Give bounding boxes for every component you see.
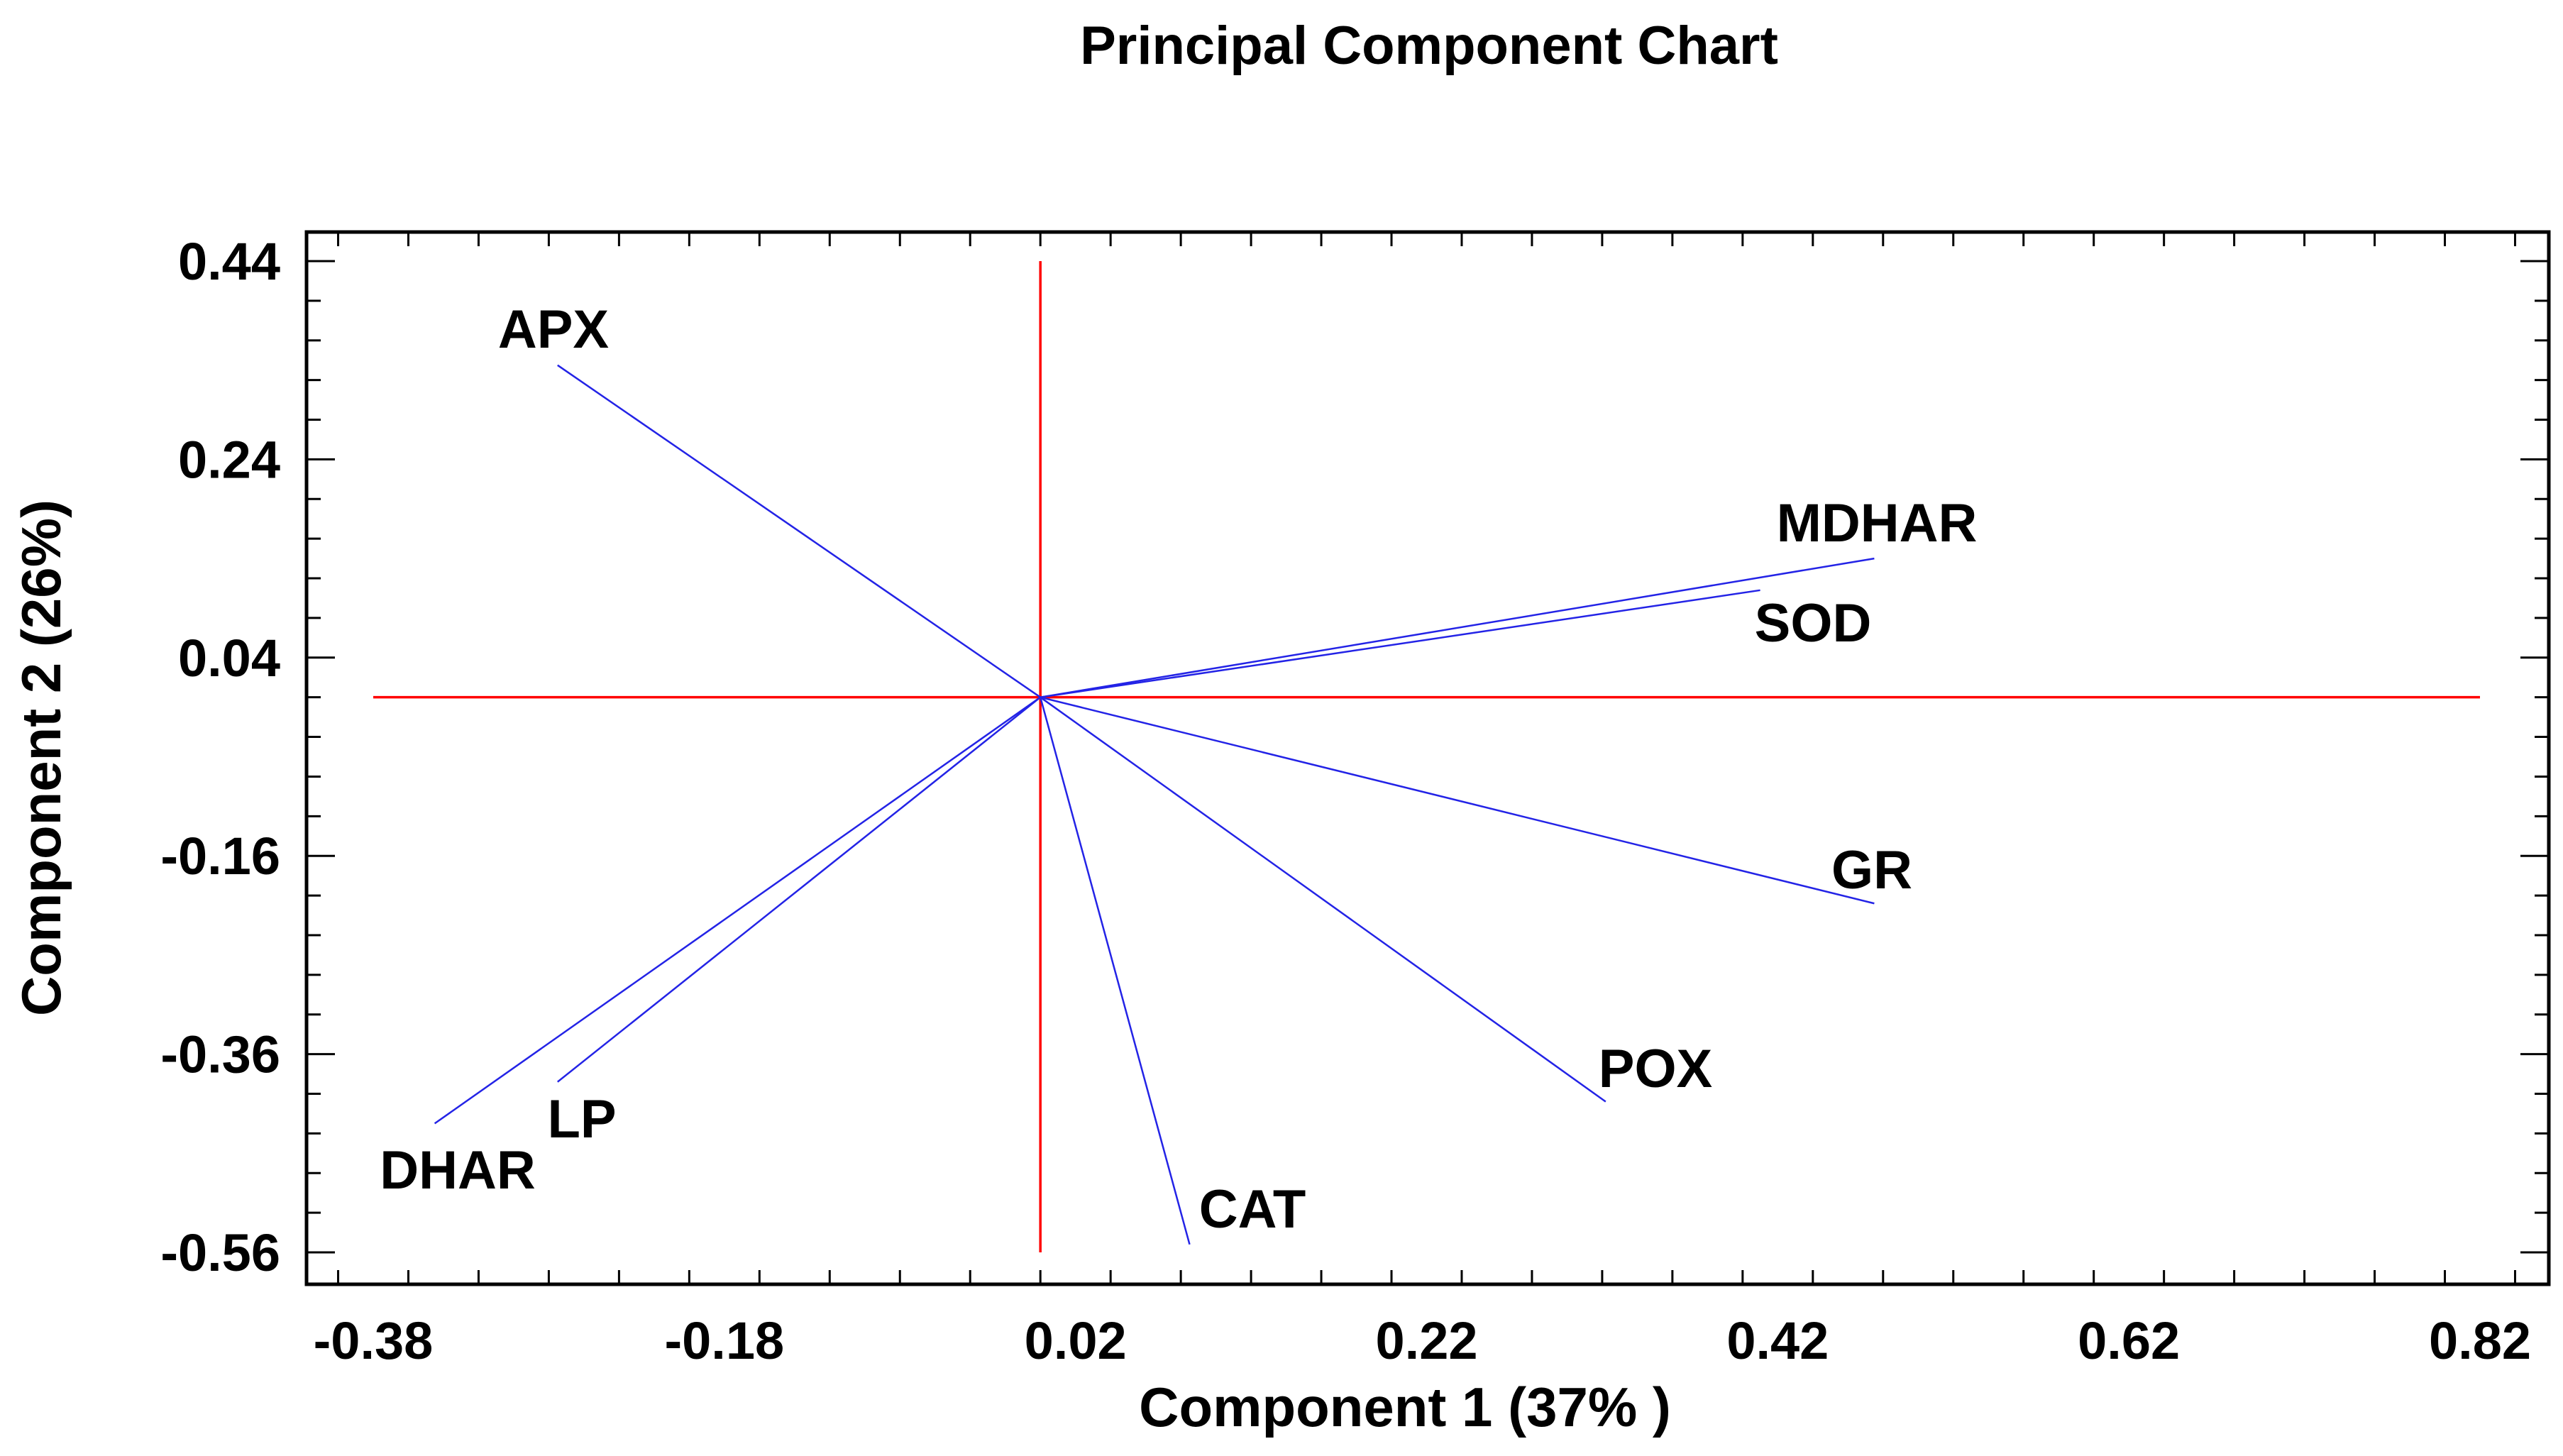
vector-lp — [557, 696, 1041, 1083]
y-tick-labels: 0.44 0.24 0.04 -0.16 -0.36 -0.56 — [160, 232, 280, 1282]
vector-pox — [1040, 696, 1606, 1103]
x-tick-label: 0.82 — [2429, 1311, 2531, 1370]
y-tick-label: 0.24 — [178, 430, 280, 489]
x-axis-ticks — [337, 232, 2516, 1284]
y-tick-label: 0.44 — [178, 232, 280, 291]
vector-mdhar — [1040, 557, 1875, 698]
x-tick-label: 0.22 — [1375, 1311, 1477, 1370]
y-axis-title: Component 2 (26%) — [10, 500, 72, 1016]
x-tick-label: -0.38 — [314, 1311, 434, 1370]
vector-label-gr: GR — [1831, 840, 1912, 900]
vector-label-pox: POX — [1599, 1039, 1713, 1099]
vector-gr — [1040, 696, 1875, 905]
y-tick-label: 0.04 — [178, 629, 280, 688]
x-tick-label: 0.02 — [1025, 1311, 1127, 1370]
y-tick-label: -0.16 — [160, 827, 280, 886]
x-tick-labels: -0.38 -0.18 0.02 0.22 0.42 0.62 0.82 — [314, 1311, 2531, 1370]
y-tick-label: -0.36 — [160, 1025, 280, 1084]
plot-frame — [304, 230, 2551, 1286]
vector-apx — [557, 364, 1041, 698]
vector-label-apx: APX — [498, 299, 610, 360]
loading-vectors — [434, 364, 1875, 1245]
reference-lines — [373, 261, 2480, 1252]
vector-dhar — [434, 696, 1041, 1125]
chart-title: Principal Component Chart — [1080, 16, 1778, 76]
vector-label-lp: LP — [547, 1089, 616, 1149]
vector-label-cat: CAT — [1199, 1179, 1306, 1240]
x-tick-label: 0.62 — [2078, 1311, 2180, 1370]
vector-label-mdhar: MDHAR — [1777, 493, 1978, 553]
x-axis-title: Component 1 (37% ) — [1139, 1376, 1671, 1438]
vector-sod — [1040, 589, 1760, 698]
vector-label-sod: SOD — [1755, 593, 1872, 653]
y-axis-ticks — [307, 260, 2549, 1254]
y-tick-label: -0.56 — [160, 1223, 280, 1282]
vector-cat — [1039, 697, 1191, 1245]
x-tick-label: -0.18 — [664, 1311, 784, 1370]
x-tick-label: 0.42 — [1726, 1311, 1829, 1370]
vector-label-dhar: DHAR — [380, 1140, 536, 1201]
